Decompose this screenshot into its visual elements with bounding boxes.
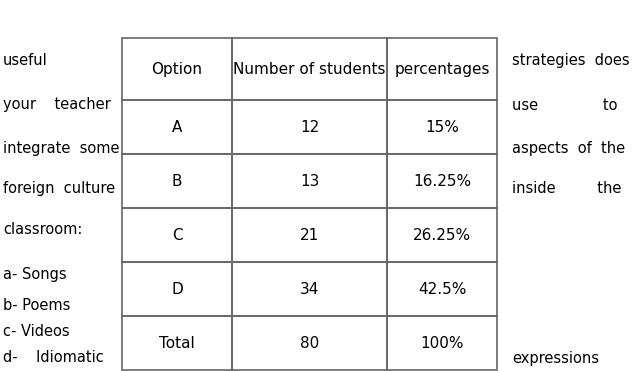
Text: b- Poems: b- Poems [3, 298, 71, 312]
Text: classroom:: classroom: [3, 223, 82, 237]
Text: integrate  some: integrate some [3, 141, 119, 155]
Text: 21: 21 [300, 227, 319, 243]
Bar [232, 38, 387, 100]
Text: D: D [171, 282, 183, 296]
Text: A: A [172, 119, 182, 135]
Bar [232, 316, 387, 370]
Text: Total: Total [159, 335, 195, 351]
Bar [232, 100, 387, 154]
Text: 34: 34 [300, 282, 319, 296]
Bar [232, 154, 387, 208]
Text: useful: useful [3, 53, 48, 68]
Text: d-    Idiomatic: d- Idiomatic [3, 351, 104, 365]
Bar [387, 38, 497, 100]
Text: Number of students: Number of students [233, 62, 386, 76]
Bar [122, 262, 232, 316]
Text: inside         the: inside the [512, 181, 621, 196]
Text: 12: 12 [300, 119, 319, 135]
Text: 16.25%: 16.25% [413, 174, 471, 188]
Text: Option: Option [152, 62, 202, 76]
Text: expressions: expressions [512, 351, 599, 365]
Text: c- Videos: c- Videos [3, 325, 69, 339]
Text: 42.5%: 42.5% [418, 282, 466, 296]
Text: 26.25%: 26.25% [413, 227, 471, 243]
Text: 13: 13 [300, 174, 319, 188]
Text: strategies  does: strategies does [512, 53, 630, 68]
Bar [122, 38, 232, 100]
Text: 100%: 100% [421, 335, 464, 351]
Bar [387, 154, 497, 208]
Bar [387, 262, 497, 316]
Text: C: C [171, 227, 182, 243]
Text: 80: 80 [300, 335, 319, 351]
Text: foreign  culture: foreign culture [3, 181, 115, 196]
Text: percentages: percentages [394, 62, 490, 76]
Bar [232, 262, 387, 316]
Bar [122, 154, 232, 208]
Bar [387, 100, 497, 154]
Bar [387, 316, 497, 370]
Text: aspects  of  the: aspects of the [512, 141, 625, 155]
Text: B: B [172, 174, 182, 188]
Bar [122, 316, 232, 370]
Bar [387, 208, 497, 262]
Bar [122, 208, 232, 262]
Bar [122, 100, 232, 154]
Text: 15%: 15% [425, 119, 459, 135]
Bar [232, 208, 387, 262]
Text: a- Songs: a- Songs [3, 267, 67, 282]
Text: your    teacher: your teacher [3, 98, 111, 112]
Text: use              to: use to [512, 98, 618, 112]
